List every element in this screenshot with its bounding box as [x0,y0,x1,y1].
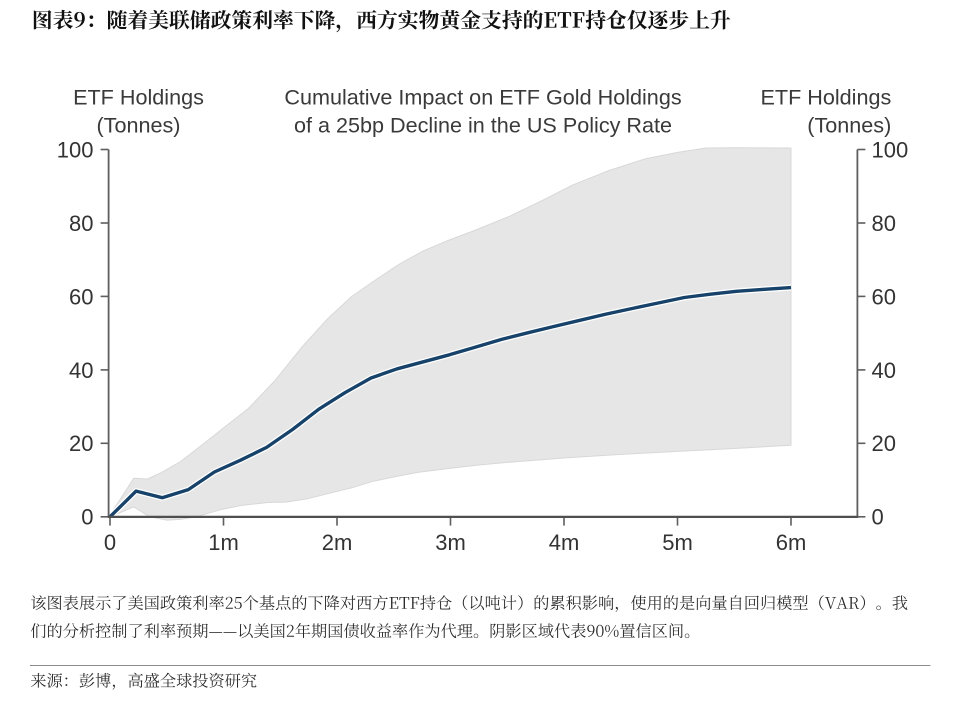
svg-text:40: 40 [872,358,896,383]
svg-text:100: 100 [872,137,909,162]
svg-text:60: 60 [872,284,896,309]
svg-text:ETF Holdings: ETF Holdings [73,85,204,110]
svg-text:ETF Holdings: ETF Holdings [760,85,891,110]
svg-text:20: 20 [872,431,896,456]
svg-text:3m: 3m [435,530,466,555]
svg-text:(Tonnes): (Tonnes) [807,113,891,138]
svg-text:1m: 1m [208,530,239,555]
svg-text:(Tonnes): (Tonnes) [96,113,180,138]
svg-text:0: 0 [872,505,884,530]
svg-text:5m: 5m [662,530,693,555]
svg-text:of a 25bp Decline in the US Po: of a 25bp Decline in the US Policy Rate [294,113,672,138]
svg-text:4m: 4m [549,530,580,555]
svg-text:0: 0 [104,530,116,555]
svg-text:0: 0 [81,505,93,530]
svg-text:80: 80 [69,211,93,236]
svg-text:40: 40 [69,358,93,383]
svg-text:80: 80 [872,211,896,236]
svg-text:2m: 2m [322,530,353,555]
svg-text:20: 20 [69,431,93,456]
svg-text:6m: 6m [776,530,807,555]
svg-text:Cumulative Impact on ETF Gold: Cumulative Impact on ETF Gold Holdings [284,85,681,110]
svg-text:60: 60 [69,284,93,309]
svg-text:100: 100 [57,137,94,162]
